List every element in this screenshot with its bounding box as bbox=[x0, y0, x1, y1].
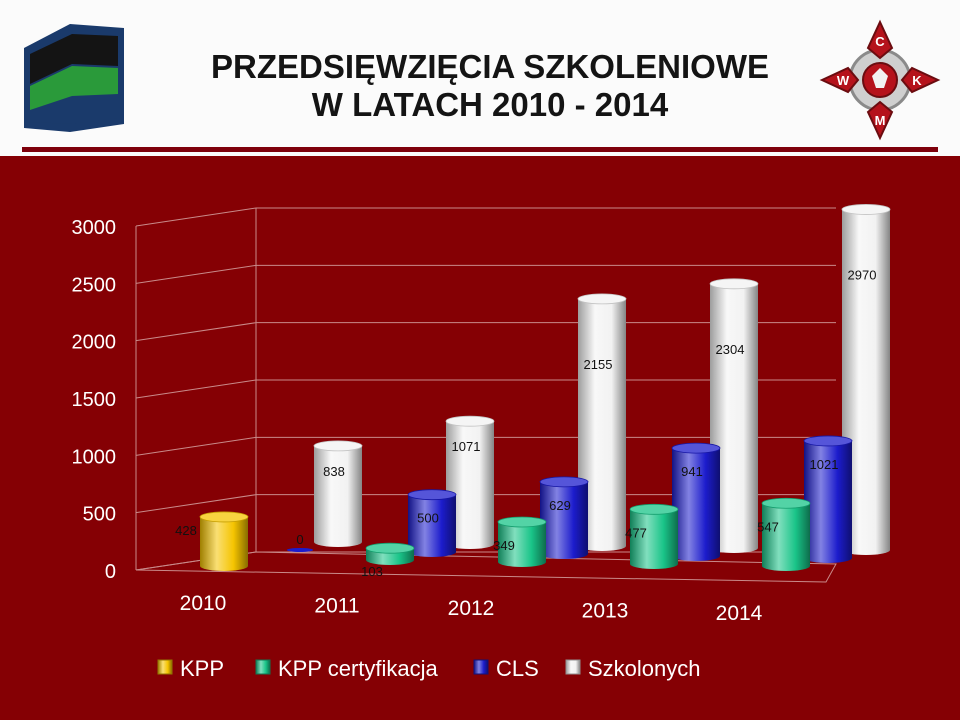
y-tick-label: 1500 bbox=[72, 389, 117, 411]
data-label: 2304 bbox=[716, 342, 745, 357]
bar-body bbox=[672, 448, 720, 561]
bar-cls-2013: 941 bbox=[671, 442, 721, 561]
bar-top bbox=[313, 440, 363, 452]
bar-kpp-certyfikacja-2013: 477 bbox=[625, 503, 679, 569]
bar-body bbox=[498, 521, 546, 567]
legend-label: KPP certyfikacja bbox=[278, 656, 439, 681]
bar-kpp-certyfikacja-2011: 103 bbox=[361, 542, 415, 579]
data-label: 629 bbox=[549, 498, 571, 513]
bar-top bbox=[761, 497, 811, 509]
bar-body bbox=[710, 283, 758, 553]
data-label: 941 bbox=[681, 464, 703, 479]
bar-top bbox=[539, 476, 589, 488]
bar-body bbox=[314, 445, 362, 547]
y-tick-label: 3000 bbox=[72, 217, 117, 239]
bar-body bbox=[446, 421, 494, 549]
bar-szkolonych-2014: 2970 bbox=[841, 204, 891, 555]
x-category-label: 2013 bbox=[582, 600, 629, 623]
bar-kpp-certyfikacja-2014: 547 bbox=[757, 497, 811, 571]
data-label: 547 bbox=[757, 519, 779, 534]
legend-label: Szkolonych bbox=[588, 656, 701, 681]
data-label: 838 bbox=[323, 464, 345, 479]
bar-body bbox=[578, 298, 626, 551]
legend-label: KPP bbox=[180, 656, 224, 681]
y-tick-label: 2500 bbox=[72, 274, 117, 296]
legend-swatch bbox=[565, 659, 581, 675]
data-label: 349 bbox=[493, 538, 515, 553]
data-label: 1021 bbox=[810, 457, 839, 472]
data-label: 477 bbox=[625, 525, 647, 540]
x-category-label: 2014 bbox=[716, 602, 763, 625]
bar-szkolonych-2011: 1071 bbox=[445, 415, 495, 549]
bar-top bbox=[497, 516, 547, 528]
x-category-label: 2010 bbox=[180, 592, 227, 615]
data-label: 0 bbox=[296, 532, 303, 547]
emblem-letter-c: C bbox=[875, 34, 885, 49]
legend-swatch bbox=[255, 659, 271, 675]
emblem-letter-m: M bbox=[875, 113, 886, 128]
bar-body bbox=[200, 516, 248, 571]
bar-flat bbox=[286, 548, 314, 552]
bar-body bbox=[408, 494, 456, 557]
bar-cls-2014: 1021 bbox=[803, 435, 853, 563]
data-label: 2970 bbox=[848, 267, 877, 282]
x-category-label: 2012 bbox=[448, 597, 495, 620]
gridline-side bbox=[135, 264, 257, 284]
bar-top bbox=[629, 503, 679, 515]
data-label: 2155 bbox=[584, 357, 613, 372]
bar-top bbox=[709, 278, 759, 290]
bar-top bbox=[671, 442, 721, 454]
data-label: 1071 bbox=[452, 439, 481, 454]
flag-emblem-icon bbox=[24, 24, 124, 132]
page-title-line-2: W LATACH 2010 - 2014 bbox=[311, 86, 669, 123]
bar-cls-2012: 629 bbox=[539, 476, 589, 559]
emblem-letter-k: K bbox=[912, 73, 922, 88]
y-tick-label: 0 bbox=[105, 561, 116, 583]
bar-body bbox=[540, 481, 588, 559]
ckwm-cross-emblem-icon: C W K M bbox=[819, 19, 941, 141]
legend-swatch bbox=[473, 659, 489, 675]
gridline-side bbox=[135, 494, 257, 514]
y-tick-label: 500 bbox=[83, 504, 116, 526]
data-label: 428 bbox=[175, 523, 197, 538]
bar-top bbox=[445, 415, 495, 427]
gridline-side bbox=[135, 207, 257, 227]
bar-top bbox=[577, 293, 627, 305]
bar-szkolonych-2013: 2304 bbox=[709, 278, 759, 553]
legend-label: CLS bbox=[496, 656, 539, 681]
y-tick-label: 1000 bbox=[72, 446, 117, 468]
bar-cls-2010: 0 bbox=[286, 532, 314, 552]
bar-top bbox=[841, 204, 891, 215]
emblem-letter-w: W bbox=[837, 73, 850, 88]
gridline-side bbox=[135, 379, 257, 399]
bar-body bbox=[804, 440, 852, 563]
bar-top bbox=[407, 489, 457, 501]
data-label: 103 bbox=[361, 564, 383, 579]
data-label: 500 bbox=[417, 511, 439, 526]
bar-body bbox=[842, 209, 890, 555]
bar-body bbox=[630, 509, 678, 569]
page-title-line-1: PRZEDSIĘWZIĘCIA SZKOLENIOWE bbox=[211, 48, 769, 85]
gridline-side bbox=[135, 436, 257, 456]
x-category-label: 2011 bbox=[314, 595, 359, 618]
slide-header: PRZEDSIĘWZIĘCIA SZKOLENIOWE W LATACH 201… bbox=[0, 0, 960, 156]
legend-swatch bbox=[157, 659, 173, 675]
bar-kpp-certyfikacja-2012: 349 bbox=[493, 516, 547, 567]
bar-top bbox=[365, 542, 415, 554]
bar-top bbox=[803, 435, 853, 447]
bar-cls-2011: 500 bbox=[407, 489, 457, 557]
gridline-side bbox=[135, 322, 257, 342]
bar-top bbox=[199, 511, 249, 523]
bar-kpp-2010: 428 bbox=[175, 511, 249, 571]
header-divider bbox=[22, 147, 938, 152]
bar-szkolonych-2010: 838 bbox=[313, 440, 363, 547]
y-tick-label: 2000 bbox=[72, 332, 117, 354]
bar-szkolonych-2012: 2155 bbox=[577, 293, 627, 551]
bar-body bbox=[762, 503, 810, 571]
